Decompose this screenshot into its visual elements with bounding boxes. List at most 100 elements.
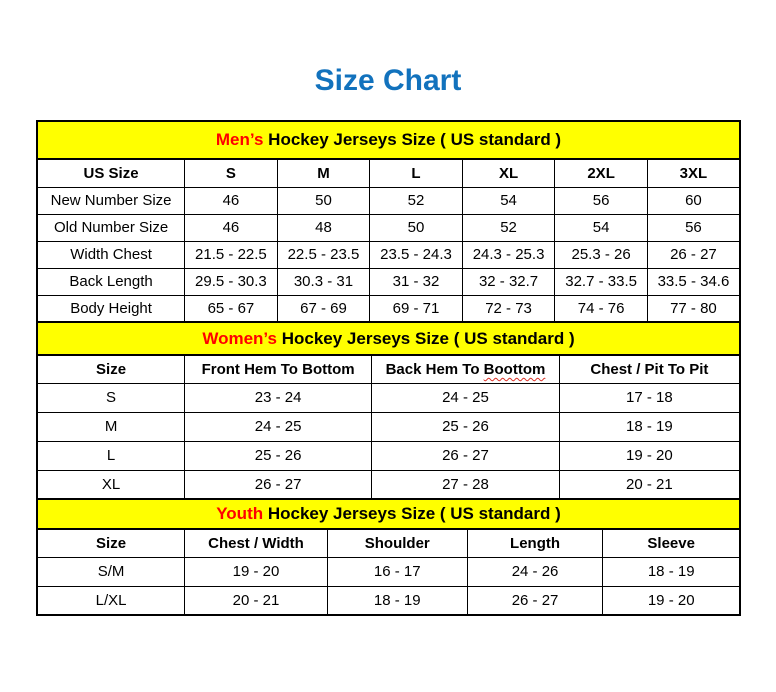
youth-section-band: Youth Hockey Jerseys Size ( US standard … (36, 498, 741, 530)
column-header: Front Hem To Bottom (184, 354, 373, 384)
size-cell: 20 - 21 (184, 585, 328, 616)
size-cell: 52 (369, 186, 463, 215)
size-cell: 74 - 76 (554, 294, 648, 323)
row-label: Back Length (36, 267, 186, 296)
column-header: US Size (36, 158, 186, 188)
size-cell: 67 - 69 (276, 294, 371, 323)
youth-size-table: Youth Hockey Jerseys Size ( US standard … (36, 498, 741, 616)
column-header: Chest / Pit To Pit (558, 354, 741, 384)
size-cell: 20 - 21 (558, 469, 741, 500)
column-header: 3XL (646, 158, 741, 188)
size-cell: 29.5 - 30.3 (184, 267, 278, 296)
column-header: XL (461, 158, 556, 188)
size-cell: 33.5 - 34.6 (646, 267, 741, 296)
womens-section-text: Hockey Jerseys Size ( US standard ) (281, 328, 575, 348)
column-header: S (184, 158, 278, 188)
row-label: XL (36, 469, 186, 500)
column-header: L (369, 158, 463, 188)
youth-section-title: Youth Hockey Jerseys Size ( US standard … (36, 498, 741, 530)
size-cell: 23.5 - 24.3 (369, 240, 463, 269)
misspelled-word-squiggle: Boottom (483, 360, 546, 378)
size-cell: 32.7 - 33.5 (554, 267, 648, 296)
size-cell: 46 (184, 213, 278, 242)
womens-section-title: Women’s Hockey Jerseys Size ( US standar… (36, 321, 741, 356)
table-row: Body Height 65 - 67 67 - 69 69 - 71 72 -… (36, 294, 741, 323)
row-label: L (36, 440, 186, 471)
mens-section-text: Hockey Jerseys Size ( US standard ) (268, 130, 562, 149)
column-header-text: Back Hem To (385, 360, 480, 378)
size-cell: 77 - 80 (646, 294, 741, 323)
mens-section-highlight: Men’s (215, 130, 264, 149)
size-cell: 65 - 67 (184, 294, 278, 323)
womens-section-highlight: Women’s (202, 328, 277, 348)
size-cell: 16 - 17 (326, 556, 468, 587)
column-header: Length (466, 528, 604, 558)
table-row: Old Number Size 46 48 50 52 54 56 (36, 213, 741, 242)
size-cell: 25.3 - 26 (554, 240, 648, 269)
table-row: XL 26 - 27 27 - 28 20 - 21 (36, 469, 741, 500)
row-label: S/M (36, 556, 186, 587)
table-row: Back Length 29.5 - 30.3 30.3 - 31 31 - 3… (36, 267, 741, 296)
size-cell: 56 (646, 213, 741, 242)
size-cell: 72 - 73 (461, 294, 556, 323)
size-cell: 24 - 25 (371, 382, 560, 413)
row-label: S (36, 382, 186, 413)
size-cell: 54 (554, 213, 648, 242)
size-cell: 48 (276, 213, 371, 242)
size-cell: 30.3 - 31 (276, 267, 371, 296)
size-cell: 19 - 20 (184, 556, 328, 587)
column-header: Size (36, 354, 186, 384)
size-cell: 18 - 19 (326, 585, 468, 616)
size-cell: 24 - 26 (466, 556, 604, 587)
column-header: M (276, 158, 371, 188)
mens-section-title: Men’s Hockey Jerseys Size ( US standard … (36, 120, 741, 160)
youth-section-highlight: Youth (216, 504, 264, 523)
youth-header-row: Size Chest / Width Shoulder Length Sleev… (36, 528, 741, 558)
row-label: New Number Size (36, 186, 186, 215)
mens-section-band: Men’s Hockey Jerseys Size ( US standard … (36, 120, 741, 160)
size-cell: 27 - 28 (371, 469, 560, 500)
size-cell: 18 - 19 (558, 411, 741, 442)
size-cell: 21.5 - 22.5 (184, 240, 278, 269)
column-header: Shoulder (326, 528, 468, 558)
column-header: Size (36, 528, 186, 558)
size-cell: 19 - 20 (558, 440, 741, 471)
size-cell: 25 - 26 (371, 411, 560, 442)
size-cell: 52 (461, 213, 556, 242)
column-header-misspelled: Back Hem To Boottom (371, 354, 560, 384)
size-cell: 24.3 - 25.3 (461, 240, 556, 269)
size-cell: 25 - 26 (184, 440, 373, 471)
table-row: L/XL 20 - 21 18 - 19 26 - 27 19 - 20 (36, 585, 741, 616)
womens-header-row: Size Front Hem To Bottom Back Hem To Boo… (36, 354, 741, 384)
size-cell: 19 - 20 (602, 585, 741, 616)
size-tables: Men’s Hockey Jerseys Size ( US standard … (36, 120, 741, 616)
row-label: Width Chest (36, 240, 186, 269)
row-label: Old Number Size (36, 213, 186, 242)
table-row: L 25 - 26 26 - 27 19 - 20 (36, 440, 741, 471)
womens-section-band: Women’s Hockey Jerseys Size ( US standar… (36, 321, 741, 356)
size-cell: 24 - 25 (184, 411, 373, 442)
mens-size-table: Men’s Hockey Jerseys Size ( US standard … (36, 120, 741, 323)
size-cell: 69 - 71 (369, 294, 463, 323)
size-cell: 26 - 27 (466, 585, 604, 616)
size-cell: 50 (369, 213, 463, 242)
youth-section-text: Hockey Jerseys Size ( US standard ) (267, 504, 561, 523)
table-row: M 24 - 25 25 - 26 18 - 19 (36, 411, 741, 442)
table-row: Width Chest 21.5 - 22.5 22.5 - 23.5 23.5… (36, 240, 741, 269)
page-title: Size Chart (314, 64, 462, 97)
size-cell: 56 (554, 186, 648, 215)
size-cell: 32 - 32.7 (461, 267, 556, 296)
size-cell: 18 - 19 (602, 556, 741, 587)
size-cell: 23 - 24 (184, 382, 373, 413)
size-cell: 46 (184, 186, 278, 215)
womens-size-table: Women’s Hockey Jerseys Size ( US standar… (36, 321, 741, 500)
size-cell: 31 - 32 (369, 267, 463, 296)
column-header: Sleeve (602, 528, 741, 558)
row-label: M (36, 411, 186, 442)
table-row: S 23 - 24 24 - 25 17 - 18 (36, 382, 741, 413)
size-cell: 54 (461, 186, 556, 215)
table-row: New Number Size 46 50 52 54 56 60 (36, 186, 741, 215)
size-cell: 50 (276, 186, 371, 215)
size-cell: 26 - 27 (184, 469, 373, 500)
